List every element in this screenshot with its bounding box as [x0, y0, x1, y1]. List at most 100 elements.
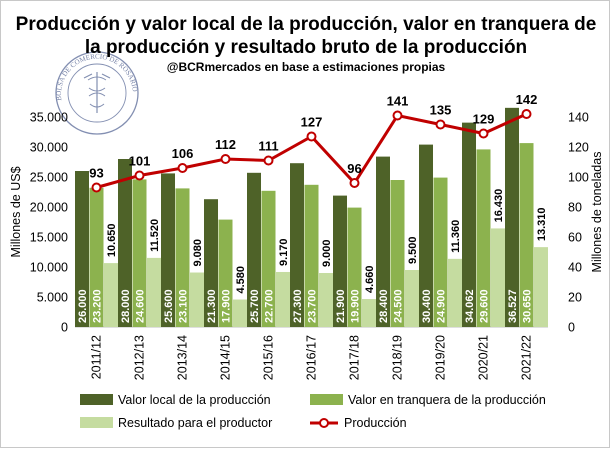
y2-tick-label: 20 — [568, 291, 582, 305]
bar-value-label: 13.310 — [536, 207, 548, 241]
bar — [204, 199, 218, 327]
bar — [132, 179, 147, 327]
production-point — [478, 128, 489, 139]
x-tick-label: 2019/20 — [434, 335, 448, 380]
bar-value-label: 30.650 — [522, 289, 534, 323]
bar-value-label: 9.170 — [278, 238, 290, 266]
y2-tick-label: 40 — [568, 261, 582, 275]
bar — [405, 270, 419, 327]
production-point — [521, 109, 532, 119]
x-tick-label: 2018/19 — [391, 335, 405, 380]
production-value-label: 101 — [129, 154, 151, 169]
bar — [347, 207, 362, 327]
bar — [233, 299, 247, 327]
bar — [247, 172, 261, 327]
y2-tick-label: 140 — [568, 111, 589, 125]
bar-value-label: 11.360 — [450, 220, 462, 253]
x-tick-label: 2016/17 — [305, 335, 319, 380]
bar-value-label: 22.700 — [264, 289, 276, 323]
bar-value-label: 17.900 — [221, 289, 233, 323]
production-value-label: 141 — [387, 94, 409, 109]
bar-value-label: 23.200 — [92, 289, 104, 323]
chart-subtitle: @BCRmercados en base a estimaciones prop… — [167, 60, 446, 74]
bar — [290, 163, 304, 327]
bar — [362, 299, 376, 327]
production-value-label: 96 — [347, 161, 361, 176]
bar — [261, 190, 276, 327]
legend-label: Valor en tranquera de la producción — [348, 393, 546, 407]
production-value-label: 129 — [473, 112, 495, 127]
bar-value-label: 21.900 — [335, 289, 347, 323]
bar — [462, 122, 476, 328]
bars: 26.000 23.200 10.650 28.000 24.600 11.520 25.6… — [75, 107, 548, 328]
bar-value-label: 25.600 — [163, 289, 175, 323]
production-value-label: 127 — [301, 115, 323, 130]
chart-title-line1: Producción y valor local de la producció… — [16, 14, 597, 35]
bar-value-label: 4.660 — [364, 266, 376, 294]
bar-value-label: 9.080 — [192, 239, 204, 267]
bar-value-label: 24.600 — [135, 289, 147, 323]
bar — [161, 173, 175, 327]
bar-value-label: 4.580 — [235, 266, 247, 294]
y2-tick-label: 100 — [568, 171, 589, 185]
x-tick-label: 2011/12 — [90, 335, 104, 379]
production-value-label: 135 — [430, 103, 452, 118]
y-tick-label: 35.000 — [30, 111, 68, 125]
x-tick-label: 2020/21 — [477, 335, 491, 380]
bar-value-label: 30.400 — [421, 289, 433, 323]
production-value-label: 93 — [89, 166, 103, 181]
legend-label: Producción — [344, 416, 407, 430]
production-point — [134, 170, 145, 181]
bar — [390, 180, 405, 327]
x-tick-label: 2021/22 — [520, 335, 534, 380]
production-point — [435, 119, 446, 130]
y-axis-label: Millones de US$ — [9, 166, 23, 257]
bar-value-label: 28.000 — [120, 289, 132, 323]
bar-value-label: 26.000 — [77, 289, 89, 323]
y2-tick-label: 0 — [568, 321, 575, 335]
legend-label: Resultado para el productor — [118, 416, 272, 430]
bar-value-label: 9.000 — [321, 239, 333, 267]
y-tick-label: 25.000 — [30, 171, 68, 185]
bar — [448, 258, 462, 327]
bar-value-label: 34.062 — [464, 289, 476, 323]
production-value-label: 112 — [215, 137, 236, 152]
bar — [491, 228, 505, 327]
bar-value-label: 11.520 — [149, 219, 161, 252]
bar-value-label: 23.700 — [307, 289, 319, 323]
legend-swatch — [310, 394, 343, 405]
bar-value-label: 24.900 — [436, 289, 448, 323]
bar-value-label: 29.600 — [479, 289, 491, 323]
y2-tick-label: 80 — [568, 201, 582, 215]
bar-value-label: 19.900 — [350, 289, 362, 323]
y2-tick-label: 120 — [568, 141, 589, 155]
legend: Valor local de la producción Valor en tra… — [80, 393, 546, 430]
bar — [104, 263, 118, 327]
bar-value-label: 36.527 — [507, 289, 519, 323]
production-point — [91, 182, 102, 193]
bar — [319, 273, 333, 327]
axes: 0 5.000 10.000 15.000 20.000 25.000 30.000 35.0… — [30, 111, 589, 381]
bar-value-label: 10.650 — [106, 223, 118, 257]
bar-value-label: 16.430 — [493, 189, 505, 223]
bar — [419, 144, 433, 327]
bar — [433, 177, 448, 327]
bar — [333, 195, 347, 327]
y2-tick-label: 60 — [568, 231, 582, 245]
x-tick-label: 2017/18 — [348, 335, 362, 380]
y2-axis-label: Millones de toneladas — [590, 152, 604, 273]
x-tick-label: 2012/13 — [133, 335, 147, 380]
legend-line-marker — [319, 418, 329, 428]
bar — [218, 219, 233, 327]
x-tick-label: 2015/16 — [262, 335, 276, 380]
bar-value-label: 23.100 — [178, 289, 190, 323]
production-line: 93 101 106 112 111 127 96 141 135 129 142 — [89, 92, 537, 193]
production-point — [392, 110, 403, 121]
x-tick-label: 2014/15 — [219, 335, 233, 380]
bar — [476, 149, 491, 327]
bar — [276, 271, 290, 327]
production-value-label: 106 — [172, 146, 194, 161]
bar — [118, 159, 132, 327]
